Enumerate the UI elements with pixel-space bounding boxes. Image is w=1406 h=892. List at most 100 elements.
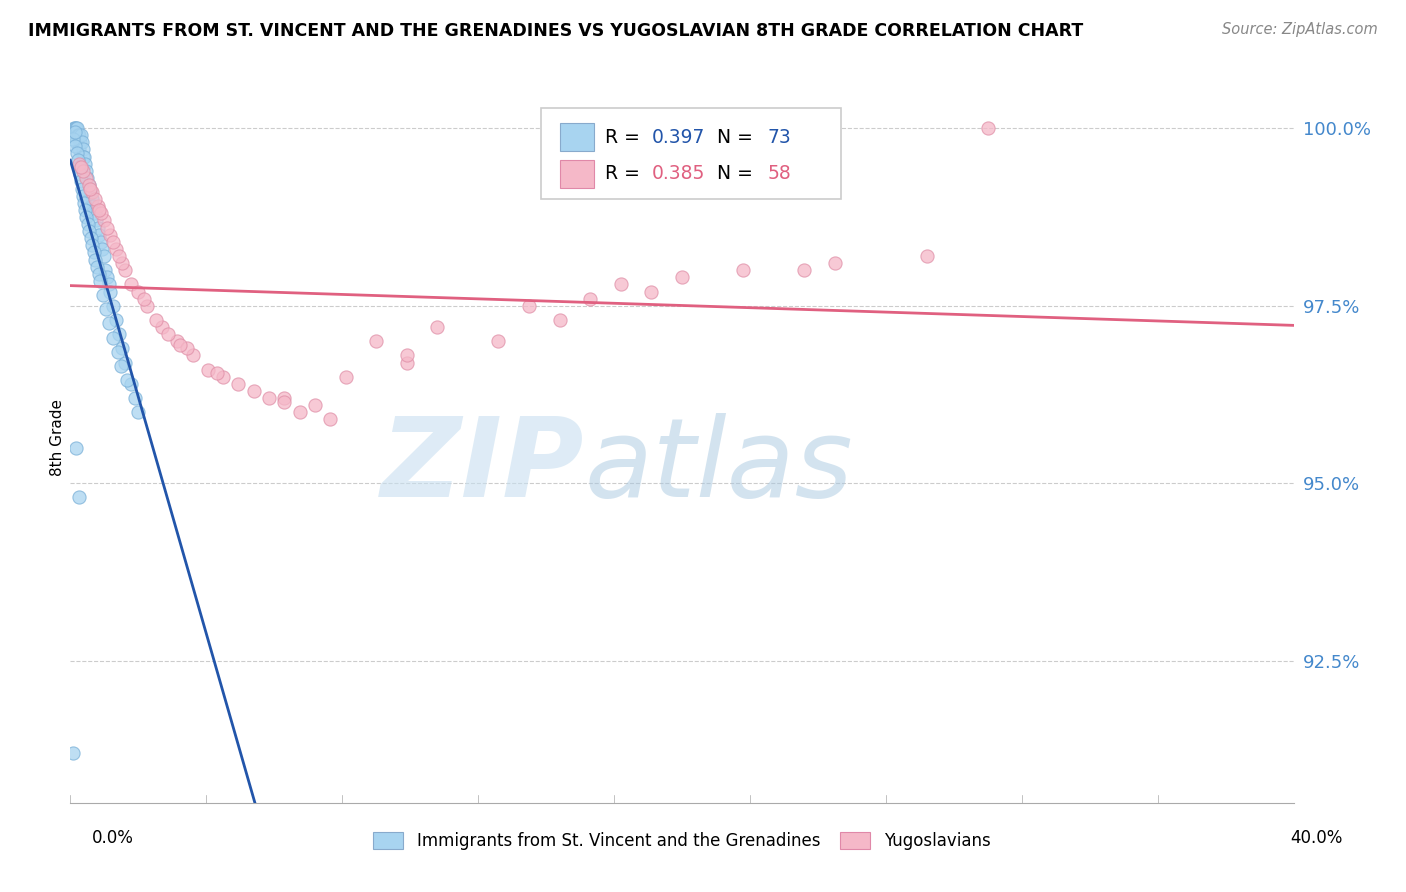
Point [77, 178, 100, 192]
Point [150, 320, 173, 334]
Point [72, 188, 94, 202]
Point [135, 299, 157, 313]
Point [145, 313, 167, 327]
Point [98, 285, 121, 299]
Point [72, 143, 94, 157]
Point [101, 235, 124, 249]
Point [80, 185, 103, 199]
Text: Source: ZipAtlas.com: Source: ZipAtlas.com [1222, 22, 1378, 37]
Point [89, 202, 111, 217]
Text: 40.0%: 40.0% [1291, 829, 1343, 847]
Point [110, 359, 132, 373]
Point [101, 331, 124, 345]
Point [121, 277, 143, 292]
Point [169, 338, 191, 352]
Text: 0.385: 0.385 [651, 164, 704, 183]
Point [84, 252, 107, 267]
Text: IMMIGRANTS FROM ST. VINCENT AND THE GRENADINES VS YUGOSLAVIAN 8TH GRADE CORRELAT: IMMIGRANTS FROM ST. VINCENT AND THE GREN… [28, 22, 1084, 40]
Text: N =: N = [706, 164, 759, 183]
Point [517, 299, 540, 313]
Point [93, 249, 115, 263]
Point [66, 128, 89, 143]
Point [101, 299, 124, 313]
Y-axis label: 8th Grade: 8th Grade [49, 399, 65, 475]
Point [197, 362, 219, 376]
Point [62, 746, 84, 760]
Point [82, 238, 104, 252]
Text: 73: 73 [768, 128, 792, 146]
Point [94, 263, 117, 277]
Point [97, 277, 120, 292]
Point [69, 156, 91, 170]
Point [84, 213, 107, 227]
Point [89, 227, 111, 242]
Point [793, 263, 815, 277]
Text: R =: R = [605, 128, 645, 146]
Point [426, 320, 449, 334]
FancyBboxPatch shape [560, 123, 593, 151]
Text: R =: R = [605, 164, 645, 183]
Point [335, 369, 357, 384]
Point [108, 327, 131, 342]
Point [181, 348, 204, 362]
Point [73, 202, 96, 217]
Point [67, 491, 90, 505]
Point [69, 136, 91, 150]
Point [86, 260, 108, 274]
Point [96, 220, 118, 235]
Point [89, 274, 111, 288]
FancyBboxPatch shape [560, 160, 593, 187]
Point [82, 199, 104, 213]
Point [73, 156, 96, 170]
Point [976, 121, 998, 136]
Text: 0.397: 0.397 [651, 128, 704, 146]
Point [79, 185, 101, 199]
Point [176, 341, 198, 355]
Point [66, 146, 89, 161]
Point [96, 302, 118, 317]
Point [80, 231, 103, 245]
Point [366, 334, 388, 349]
Point [62, 132, 84, 146]
Point [395, 348, 418, 362]
Point [80, 192, 103, 206]
Point [70, 160, 93, 174]
Point [395, 355, 418, 369]
Point [65, 136, 87, 150]
Point [105, 242, 128, 256]
Point [83, 245, 105, 260]
Text: 58: 58 [768, 164, 792, 183]
Point [671, 270, 693, 285]
Point [105, 313, 128, 327]
Point [87, 267, 110, 281]
Point [205, 366, 228, 380]
Text: atlas: atlas [583, 413, 852, 520]
Point [91, 242, 114, 256]
Point [640, 285, 662, 299]
Point [243, 384, 266, 398]
Point [75, 163, 97, 178]
Point [70, 128, 93, 143]
Point [76, 217, 98, 231]
Point [67, 128, 90, 143]
Point [124, 391, 146, 405]
Point [579, 292, 602, 306]
Point [610, 277, 633, 292]
Point [75, 210, 97, 224]
Point [62, 128, 84, 143]
Text: 0.0%: 0.0% [91, 829, 134, 847]
Point [76, 170, 98, 185]
Point [111, 341, 134, 355]
Point [212, 369, 235, 384]
Point [166, 334, 188, 349]
Point [72, 150, 94, 164]
Point [77, 178, 100, 192]
Point [304, 398, 326, 412]
Point [77, 224, 100, 238]
Point [127, 285, 149, 299]
Text: N =: N = [706, 128, 759, 146]
Point [132, 292, 155, 306]
Point [127, 405, 149, 419]
Point [915, 249, 938, 263]
Point [87, 220, 110, 235]
